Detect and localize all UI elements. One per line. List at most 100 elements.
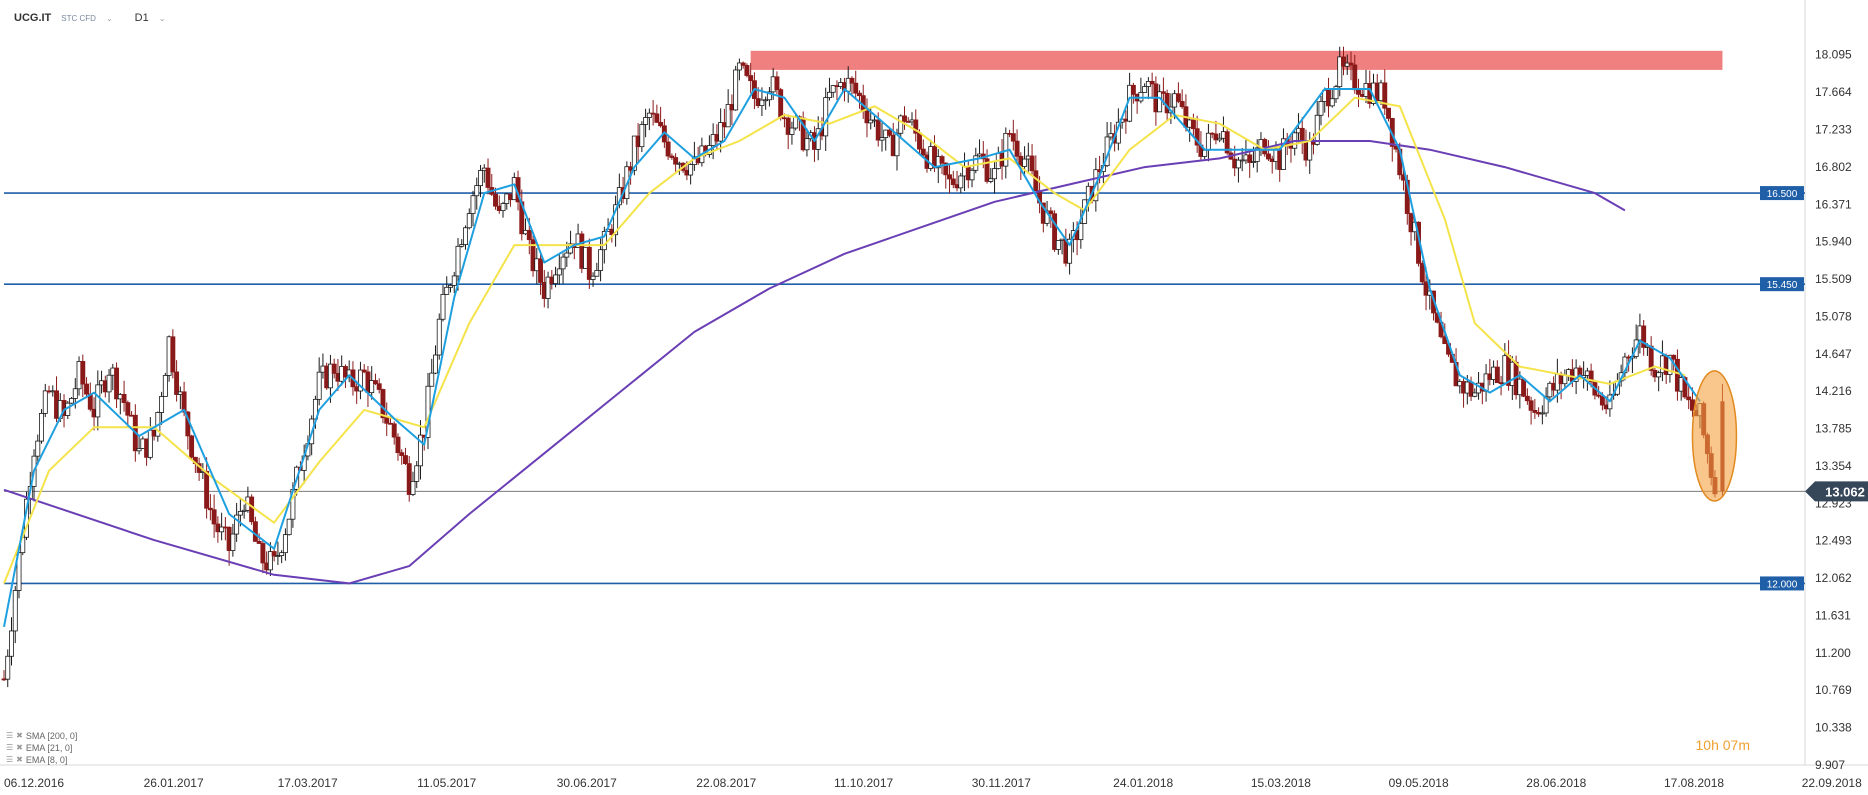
x-tick-label: 15.03.2018	[1251, 776, 1311, 790]
last-price-tag	[1805, 481, 1868, 502]
candle-body	[357, 369, 363, 392]
resistance-zone	[750, 50, 1723, 70]
candle-body	[1175, 93, 1181, 102]
candle-body	[84, 383, 90, 395]
candle-body	[857, 92, 862, 97]
candle-body	[474, 185, 480, 197]
x-tick-label: 11.05.2017	[417, 776, 476, 790]
candle-body	[271, 551, 277, 557]
candle-body	[361, 369, 367, 373]
candle-body	[1314, 114, 1320, 145]
candle-body	[1341, 56, 1346, 67]
candle-body	[42, 390, 48, 414]
candle-body	[80, 361, 86, 385]
candle-body	[1149, 80, 1155, 85]
candle-body	[1055, 240, 1061, 250]
candle-body	[853, 82, 859, 94]
close-icon[interactable]: ✖	[16, 755, 23, 764]
x-tick-label: 11.10.2017	[834, 776, 893, 790]
candle-body	[601, 231, 607, 251]
candle-body	[763, 99, 769, 102]
candle-body	[1348, 62, 1354, 66]
chevron-down-icon[interactable]: ⌄	[105, 13, 113, 23]
highlight-ellipse	[1691, 370, 1738, 502]
x-tick-label: 22.09.2018	[1802, 776, 1862, 790]
candle-body	[136, 448, 142, 452]
candle-body	[526, 229, 532, 241]
y-tick-label: 15.940	[1815, 235, 1852, 249]
candle-body	[159, 396, 165, 413]
y-tick-label: 10.769	[1815, 683, 1852, 697]
candle-body	[665, 141, 671, 157]
candle-body	[252, 521, 258, 542]
candle-body	[1224, 131, 1230, 154]
candle-body	[39, 413, 44, 442]
candle-body	[785, 117, 791, 135]
candle-body	[256, 540, 262, 544]
candle-body	[1250, 161, 1256, 163]
candle-body	[902, 115, 907, 122]
candle-body	[106, 374, 112, 393]
timeframe-selector[interactable]: D1	[134, 12, 149, 24]
y-tick-label: 12.493	[1815, 534, 1852, 548]
x-tick-label: 26.01.2017	[144, 776, 204, 790]
candle-body	[774, 76, 780, 91]
list-icon: ☰	[6, 755, 14, 764]
y-tick-label: 10.338	[1815, 721, 1852, 735]
candle-body	[219, 526, 225, 533]
candle-body	[1130, 84, 1136, 95]
candle-body	[1280, 138, 1286, 170]
candle-body	[654, 113, 660, 123]
level-label-bg	[1760, 277, 1804, 292]
candle-body	[414, 465, 420, 482]
candle-body	[586, 246, 592, 280]
candle-body	[1352, 64, 1358, 91]
legend-item-sma200[interactable]: ☰ ✖ SMA [200, 0]	[6, 730, 77, 742]
close-icon[interactable]: ✖	[16, 743, 23, 752]
candle-body	[658, 121, 664, 127]
candle-body	[459, 244, 465, 247]
candle-body	[1599, 395, 1605, 406]
candle-body	[286, 518, 292, 536]
level-label: 12.000	[1767, 579, 1798, 590]
candle-body	[718, 122, 724, 142]
candle-body	[920, 148, 926, 156]
candle-body	[1494, 366, 1500, 384]
x-tick-label: 30.11.2017	[972, 776, 1031, 790]
candle-body	[1674, 358, 1680, 392]
y-tick-label: 13.354	[1815, 459, 1852, 473]
candle-body	[1190, 119, 1196, 130]
candle-body	[451, 275, 457, 286]
candle-body	[1532, 409, 1538, 413]
legend-item-ema21[interactable]: ☰ ✖ EMA [21, 0]	[6, 742, 77, 754]
chevron-down-icon[interactable]: ⌄	[158, 13, 166, 23]
legend-item-ema8[interactable]: ☰ ✖ EMA [8, 0]	[6, 754, 77, 766]
candle-body	[162, 375, 168, 397]
x-tick-label: 09.05.2018	[1389, 776, 1449, 790]
candle-body	[1686, 396, 1692, 401]
candle-body	[1213, 133, 1219, 141]
candle-body	[433, 354, 438, 374]
series-line-ema8	[3, 88, 1701, 627]
candle-body	[917, 132, 922, 150]
candle-body	[1029, 155, 1035, 172]
close-icon[interactable]: ✖	[16, 731, 23, 740]
y-tick-label: 9.907	[1815, 758, 1845, 772]
candle-body	[376, 383, 382, 390]
candle-body	[1194, 128, 1200, 146]
candle-body	[864, 110, 870, 124]
candle-body	[943, 162, 949, 176]
candle-body	[174, 371, 180, 395]
candle-body	[868, 119, 874, 124]
candle-body	[1048, 210, 1054, 215]
candle-body	[545, 276, 551, 299]
level-label-bg	[1760, 186, 1804, 201]
y-tick-label: 17.664	[1815, 85, 1852, 99]
y-tick-label: 15.509	[1815, 272, 1852, 286]
candle-body	[170, 336, 176, 373]
candle-body	[992, 168, 998, 180]
x-tick-label: 06.12.2016	[4, 776, 64, 790]
candle-body	[267, 551, 273, 571]
symbol-label[interactable]: UCG.IT	[14, 12, 52, 24]
